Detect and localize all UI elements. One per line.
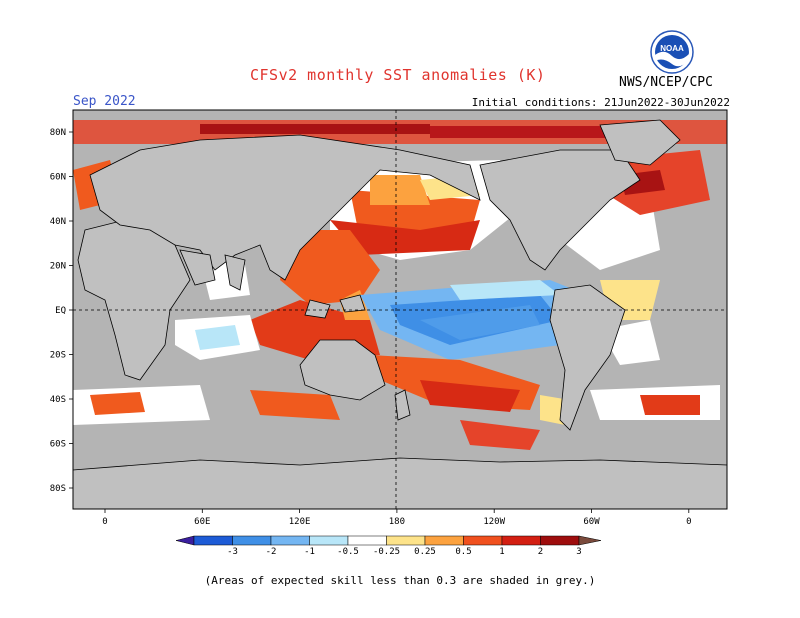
map-frame — [72, 109, 728, 510]
colorbar-tick-label: 3 — [576, 547, 581, 557]
colorbar-min-arrow — [175, 535, 195, 546]
colorbar-tick-label: 0.25 — [414, 547, 436, 557]
ocean-low-skill-area — [73, 110, 727, 509]
lat-tick-label: 20S — [50, 351, 66, 361]
colorbar-tick-label: 2 — [538, 547, 543, 557]
colorbar-swatch — [424, 535, 464, 546]
latitude-axis: 80N 60N 40N 20N EQ 20S 40S 60S 80S — [50, 128, 73, 494]
lon-tick-label: 120E — [289, 517, 311, 527]
lat-tick-label: 80N — [50, 128, 66, 138]
lat-tick-label: EQ — [55, 306, 66, 316]
colorbar-tick-label: 0.5 — [455, 547, 471, 557]
colorbar: -3 -2 -1 -0.5 -0.25 0.25 0.5 1 2 3 — [175, 535, 602, 557]
lat-tick-label: 40S — [50, 395, 66, 405]
colorbar-swatch — [193, 535, 233, 546]
colorbar-tick-label: -0.25 — [373, 547, 400, 557]
colorbar-swatch — [501, 535, 541, 546]
initial-conditions: Initial conditions: 21Jun2022-30Jun2022 — [471, 96, 730, 109]
colorbar-swatch — [463, 535, 503, 546]
colorbar-swatch — [540, 535, 580, 546]
lon-tick-label: 180 — [389, 517, 405, 527]
skill-footnote: (Areas of expected skill less than 0.3 a… — [204, 574, 596, 587]
colorbar-max-arrow — [578, 535, 602, 546]
colorbar-tick-label: 1 — [499, 547, 504, 557]
lat-tick-label: 60S — [50, 440, 66, 450]
colorbar-swatch — [347, 535, 387, 546]
colorbar-tick-label: -2 — [266, 547, 277, 557]
lat-tick-label: 80S — [50, 484, 66, 494]
agency-label: NWS/NCEP/CPC — [619, 75, 713, 90]
colorbar-tick-label: -1 — [304, 547, 315, 557]
lat-tick-label: 60N — [50, 173, 66, 183]
colorbar-swatch — [270, 535, 310, 546]
forecast-month: Sep 2022 — [73, 94, 136, 109]
lon-tick-label: 120W — [483, 517, 505, 527]
lon-tick-label: 60E — [194, 517, 210, 527]
noaa-logo-text: NOAA — [660, 44, 684, 53]
lon-tick-label: 60W — [583, 517, 600, 527]
colorbar-swatch — [386, 535, 426, 546]
colorbar-swatch — [232, 535, 272, 546]
map-title: CFSv2 monthly SST anomalies (K) — [250, 66, 546, 84]
colorbar-swatch — [309, 535, 349, 546]
lat-tick-label: 40N — [50, 217, 66, 227]
noaa-logo-icon: NOAA — [650, 30, 694, 74]
lat-tick-label: 20N — [50, 262, 66, 272]
land-masses — [73, 119, 727, 509]
lon-tick-label: 0 — [686, 517, 691, 527]
colorbar-tick-label: -0.5 — [337, 547, 359, 557]
lon-tick-label: 0 — [102, 517, 107, 527]
colorbar-tick-label: -3 — [227, 547, 238, 557]
longitude-axis: 0 60E 120E 180 120W 60W 0 — [102, 509, 692, 527]
